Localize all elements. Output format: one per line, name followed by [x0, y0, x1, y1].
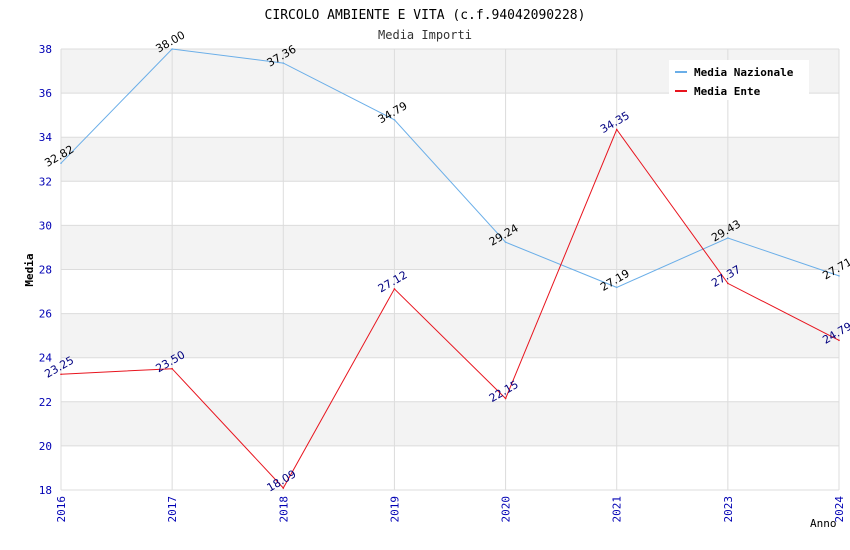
data-point — [282, 487, 285, 489]
data-point — [838, 339, 840, 342]
chart-title: CIRCOLO AMBIENTE E VITA (c.f.94042090228… — [265, 8, 586, 23]
x-tick-label: 2019 — [388, 496, 401, 523]
y-tick-label: 36 — [39, 87, 52, 100]
x-tick-labels: 2016 2017 2018 2019 2020 2021 2023 2024 — [55, 496, 846, 523]
y-tick-label: 20 — [39, 440, 52, 453]
y-tick-label: 26 — [39, 308, 52, 321]
x-tick-label: 2018 — [277, 496, 290, 523]
legend-entry: Media Ente — [694, 85, 761, 98]
x-tick-label: 2021 — [611, 496, 624, 523]
plot-band — [61, 225, 839, 270]
y-tick-label: 32 — [39, 175, 52, 188]
chart-subtitle: Media Importi — [378, 28, 472, 42]
data-point — [727, 282, 729, 285]
plot-band — [61, 401, 839, 446]
plot-band — [61, 313, 839, 358]
legend-entry: Media Nazionale — [694, 66, 794, 79]
data-point — [171, 367, 173, 370]
plot-band — [61, 137, 839, 182]
data-point — [504, 241, 507, 243]
x-tick-label: 2023 — [722, 496, 735, 523]
data-point — [615, 128, 618, 131]
y-tick-labels: 18 20 22 24 26 28 30 32 34 36 38 — [39, 43, 53, 497]
data-point — [393, 288, 396, 290]
legend: Media Nazionale Media Ente — [669, 60, 809, 100]
x-tick-label: 2024 — [833, 496, 846, 523]
x-axis-label: Anno — [810, 517, 837, 530]
y-tick-label: 38 — [39, 43, 52, 56]
data-label: 27.19 — [598, 267, 632, 294]
y-tick-label: 24 — [39, 352, 53, 365]
y-tick-label: 22 — [39, 396, 52, 409]
data-point — [60, 373, 62, 376]
x-tick-label: 2020 — [500, 496, 513, 523]
y-axis-label: Media — [23, 253, 36, 286]
x-tick-label: 2017 — [166, 496, 179, 523]
data-point — [171, 48, 173, 50]
data-label: 22.15 — [487, 378, 521, 405]
data-point — [615, 286, 618, 289]
y-tick-label: 30 — [39, 219, 52, 232]
data-point — [60, 162, 62, 165]
series-lines — [60, 48, 840, 489]
y-tick-label: 28 — [39, 264, 52, 277]
legend-box — [669, 60, 809, 100]
y-tick-label: 34 — [39, 131, 53, 144]
data-label: 34.79 — [376, 99, 410, 126]
series-line — [60, 48, 840, 288]
data-point — [504, 397, 507, 400]
data-label: 34.35 — [598, 109, 632, 136]
plot-bands — [61, 49, 839, 446]
y-tick-label: 18 — [39, 484, 52, 497]
grid-lines — [60, 48, 840, 491]
x-tick-label: 2016 — [55, 496, 68, 523]
data-point — [838, 275, 840, 277]
data-point — [393, 118, 396, 121]
series-line — [60, 128, 840, 489]
data-point — [727, 237, 729, 239]
data-point — [282, 62, 285, 64]
